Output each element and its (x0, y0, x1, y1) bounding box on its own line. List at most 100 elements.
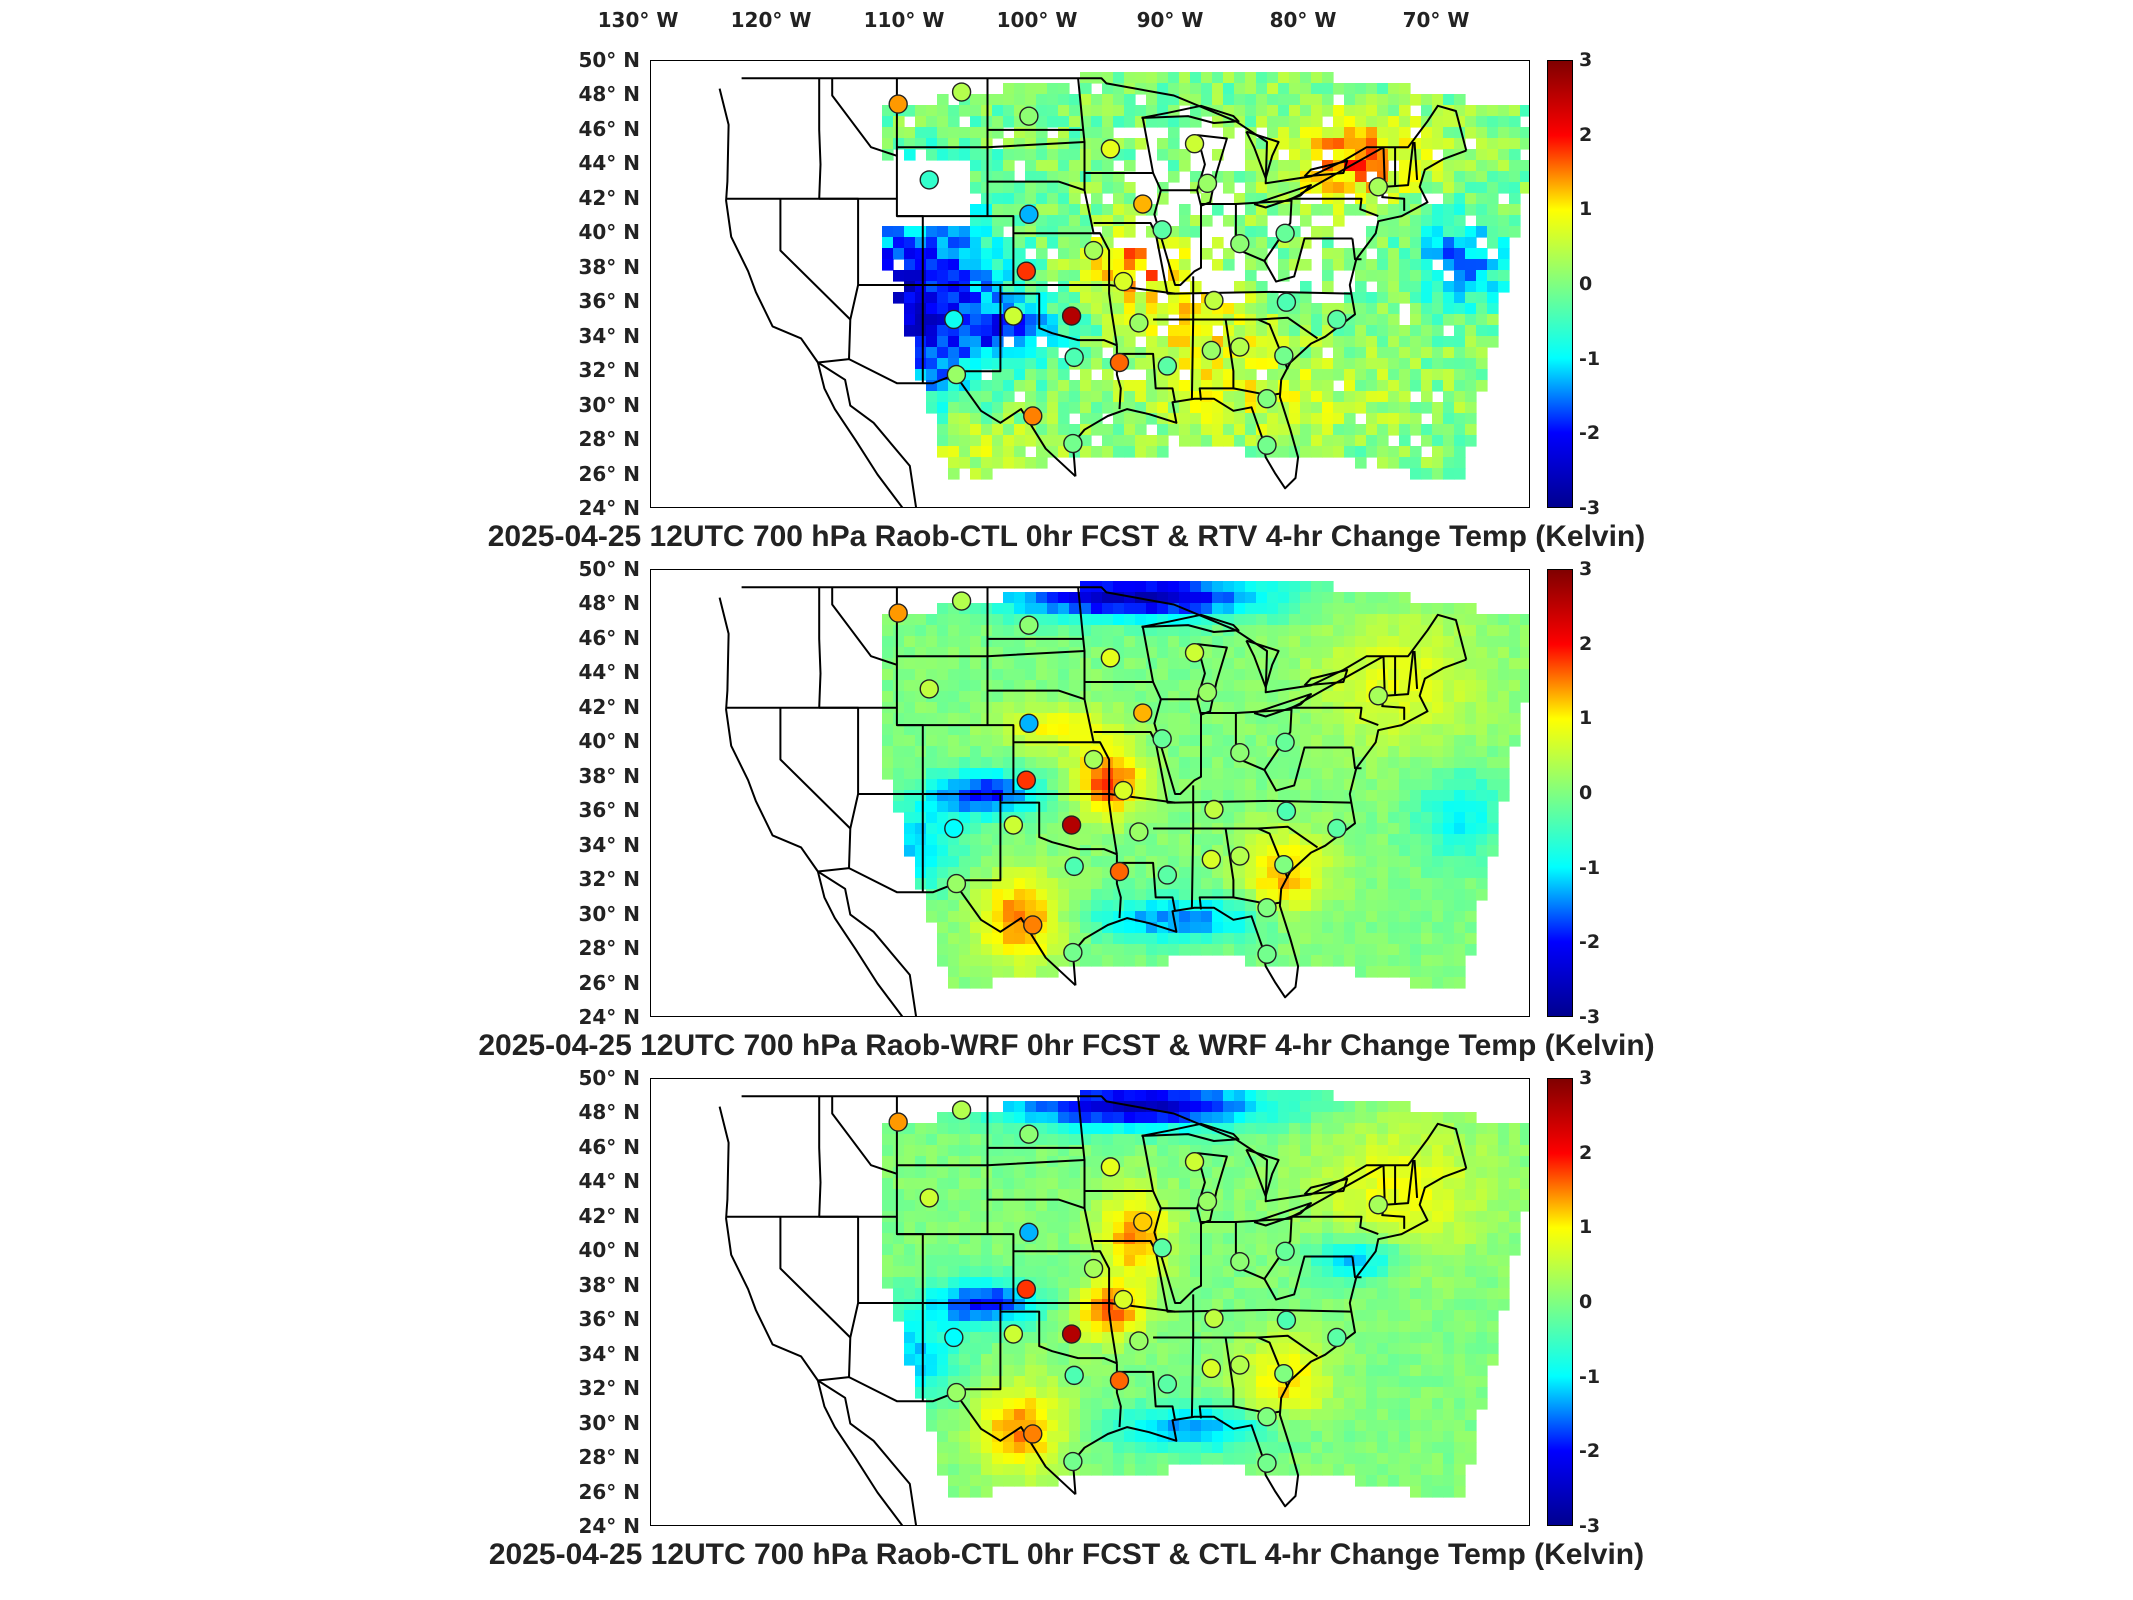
lat-tick: 36° N (578, 289, 640, 314)
colorbar-tick: -3 (1579, 1006, 1601, 1028)
boundary-line (718, 1106, 918, 1525)
boundary-line (1141, 104, 1240, 124)
lat-tick: 40° N (578, 1238, 640, 1263)
boundary-line (1291, 1215, 1379, 1236)
colorbar (1547, 1078, 1573, 1526)
boundary-line (818, 78, 822, 199)
raob-station-marker (1197, 1191, 1218, 1212)
raob-station-marker (1230, 742, 1250, 763)
boundary-line (1235, 708, 1292, 714)
boundary-line (819, 1215, 860, 1378)
raob-station-marker (888, 1112, 908, 1132)
lat-tick: 42° N (578, 1203, 640, 1228)
raob-station-marker (1201, 1358, 1222, 1379)
map-canvas (718, 581, 1529, 1016)
boundary-line (1141, 1135, 1155, 1192)
lon-tick: 130° W (597, 8, 679, 32)
raob-station-marker (1100, 648, 1121, 668)
raob-station-marker (1152, 729, 1172, 749)
colorbar-tick: -3 (1579, 1515, 1601, 1537)
boundary-line (819, 197, 860, 360)
colorbar-tick: 2 (1579, 123, 1593, 146)
raob-station-marker (1129, 1331, 1149, 1351)
boundary-line (1384, 650, 1415, 697)
boundary-line (896, 141, 1085, 149)
raob-station-marker (944, 309, 964, 330)
raob-station-marker (1133, 194, 1153, 214)
raob-station-marker (1064, 856, 1084, 877)
boundary-line (1381, 656, 1406, 720)
boundary-line (1116, 352, 1177, 403)
boundary-lines (718, 586, 1468, 1016)
raob-station-marker (1003, 815, 1024, 835)
raob-station-marker (1129, 313, 1149, 333)
raob-station-marker (951, 1100, 972, 1120)
boundary-line (816, 362, 904, 507)
lat-tick: 42° N (578, 185, 640, 210)
boundary-line (1153, 698, 1202, 795)
boundary-line (1384, 141, 1415, 188)
boundary-line (1300, 146, 1384, 195)
boundary-line (779, 198, 852, 321)
raob-stations (888, 1100, 1388, 1473)
raob-station-marker (1327, 818, 1347, 839)
colorbar-tick: -2 (1579, 422, 1601, 445)
raob-station-marker (1275, 732, 1295, 753)
raob-station-marker (1109, 352, 1130, 373)
colorbar-tick: -3 (1579, 497, 1601, 519)
colorbar-tick: -1 (1579, 856, 1601, 879)
boundary-line (1141, 626, 1155, 683)
raob-station-marker (1063, 1451, 1083, 1472)
boundary-line (1263, 237, 1353, 283)
colorbar-tick: 1 (1579, 1216, 1593, 1239)
boundary-line (816, 871, 904, 1016)
boundary-line (1141, 1122, 1240, 1142)
raob-station-marker (1019, 1124, 1039, 1144)
colorbar-tick: 1 (1579, 707, 1593, 730)
colorbar (1547, 60, 1573, 508)
raob-station-marker (1016, 261, 1036, 281)
boundary-line (1291, 197, 1379, 218)
raob-station-marker (1157, 1374, 1178, 1394)
lat-tick: 44° N (578, 660, 640, 685)
raob-station-marker (888, 94, 908, 114)
raob-station-marker (1274, 345, 1294, 366)
raob-station-marker (1230, 337, 1250, 357)
longitude-axis: 130° W 120° W 110° W 100° W 90° W 80° W … (0, 0, 2133, 40)
panel-title: 2025-04-25 12UTC 700 hPa Raob-CTL 0hr FC… (487, 520, 1646, 553)
lat-tick: 32° N (578, 358, 640, 383)
boundary-line (1245, 639, 1280, 689)
lat-tick: 34° N (578, 832, 640, 857)
boundary-line (1351, 1256, 1362, 1279)
lat-tick: 30° N (578, 901, 640, 926)
colorbar-tick: 3 (1579, 49, 1593, 71)
boundary-line (831, 78, 898, 157)
map-frame (650, 60, 1530, 508)
boundary-line (718, 88, 918, 507)
raob-station-marker (1019, 713, 1039, 734)
boundary-line (819, 706, 860, 869)
lat-tick: 38° N (578, 254, 640, 279)
lat-tick: 34° N (578, 1341, 640, 1366)
boundary-line (1141, 117, 1155, 174)
raob-station-marker (1019, 106, 1039, 126)
raob-station-marker (946, 873, 967, 894)
boundary-line (1153, 1334, 1319, 1358)
boundary-line (1190, 276, 1195, 399)
raob-station-marker (1368, 686, 1388, 706)
raob-station-marker (1204, 799, 1224, 820)
raob-station-marker (1061, 815, 1082, 835)
boundary-line (999, 794, 1118, 856)
raob-station-marker (1157, 356, 1178, 376)
raob-station-marker (951, 82, 972, 102)
colorbar-tick: 3 (1579, 1067, 1593, 1089)
boundary-line (1084, 1190, 1198, 1210)
boundary-lines (718, 1095, 1468, 1525)
lat-tick: 38° N (578, 1272, 640, 1297)
lat-tick: 44° N (578, 1169, 640, 1194)
panel-title: 2025-04-25 12UTC 700 hPa Raob-WRF 0hr FC… (478, 1029, 1655, 1062)
boundary-line (1263, 1255, 1353, 1301)
raob-station-marker (1201, 340, 1222, 361)
boundary-line (1013, 741, 1118, 855)
boundary-line (1235, 1217, 1292, 1223)
